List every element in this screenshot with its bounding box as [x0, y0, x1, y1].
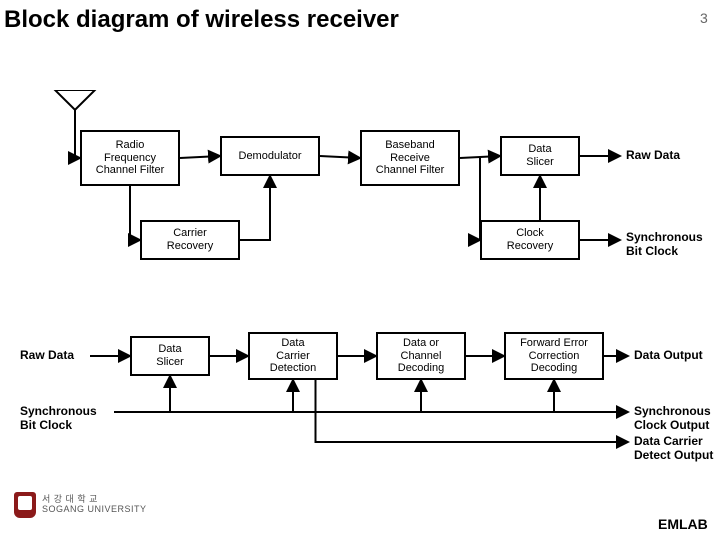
block-clk: ClockRecovery: [480, 220, 580, 260]
logo-line2: SOGANG UNIVERSITY: [42, 505, 147, 515]
block-dcd: DataCarrierDetection: [248, 332, 338, 380]
diagram-top: RadioFrequencyChannel Filter Demodulator B…: [20, 90, 700, 270]
label-sclk: SynchronousClock Output: [634, 404, 711, 432]
label-dcout: Data CarrierDetect Output: [634, 434, 713, 462]
block-slice2: DataSlicer: [130, 336, 210, 376]
block-bb: BasebandReceiveChannel Filter: [360, 130, 460, 186]
footer-label: EMLAB: [658, 516, 708, 532]
block-rf: RadioFrequencyChannel Filter: [80, 130, 180, 186]
university-logo: 서 강 대 학 교 SOGANG UNIVERSITY: [14, 492, 147, 518]
block-carr: CarrierRecovery: [140, 220, 240, 260]
block-demod: Demodulator: [220, 136, 320, 176]
logo-badge-icon: [14, 492, 36, 518]
slide: Block diagram of wireless receiver 3 Rad…: [0, 0, 720, 540]
label-sync_in: SynchronousBit Clock: [20, 404, 97, 432]
logo-text: 서 강 대 학 교 SOGANG UNIVERSITY: [42, 495, 147, 515]
label-sync: SynchronousBit Clock: [626, 230, 703, 258]
block-dec: Data orChannelDecoding: [376, 332, 466, 380]
diagram-bottom: DataSlicer DataCarrierDetection Data orCha…: [20, 330, 700, 480]
page-title: Block diagram of wireless receiver: [4, 6, 399, 34]
label-raw_in: Raw Data: [20, 348, 74, 362]
block-slice: DataSlicer: [500, 136, 580, 176]
label-raw: Raw Data: [626, 148, 680, 162]
block-fec: Forward ErrorCorrectionDecoding: [504, 332, 604, 380]
page-number: 3: [700, 10, 708, 26]
label-dout: Data Output: [634, 348, 703, 362]
